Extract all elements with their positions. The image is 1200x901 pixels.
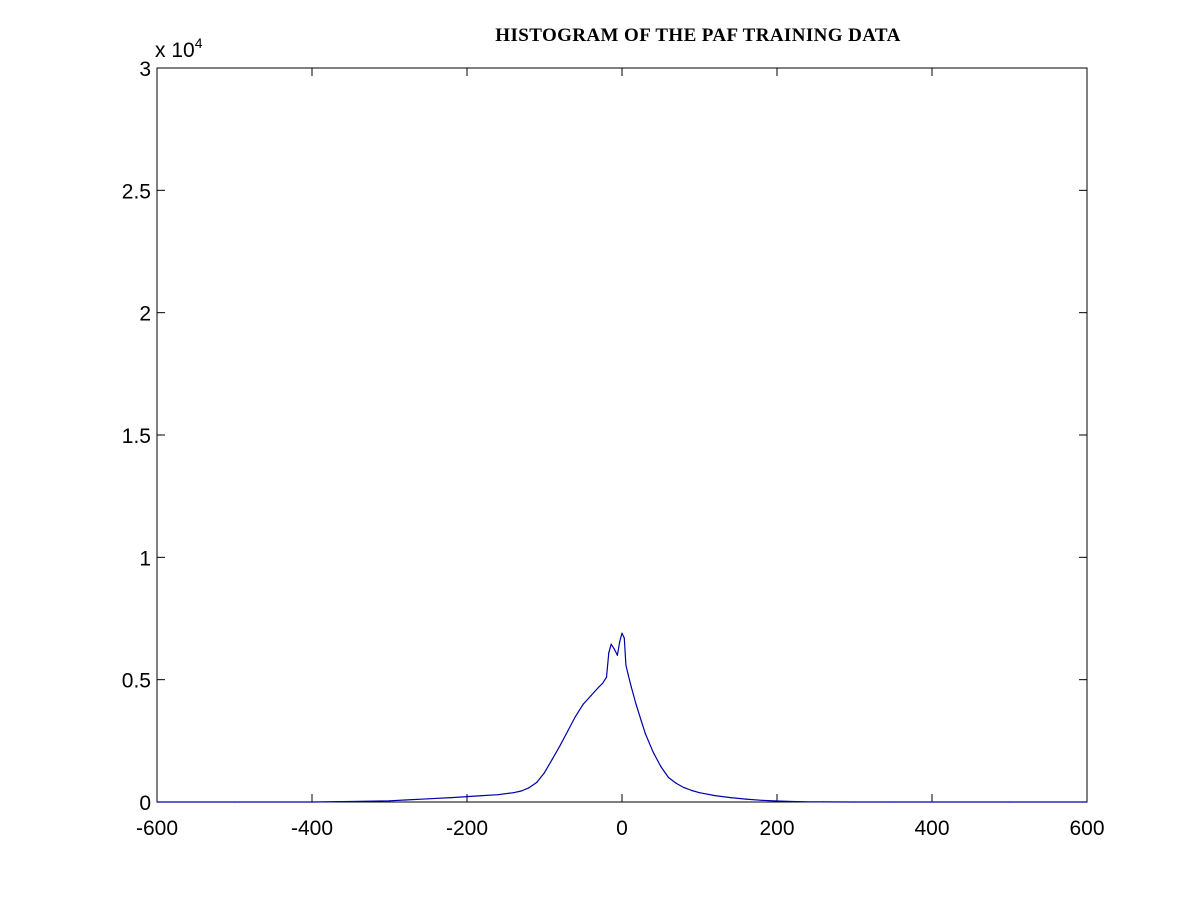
histogram-data-point	[590, 695, 592, 697]
histogram-data-point	[605, 676, 608, 678]
histogram-data-point	[536, 781, 538, 784]
histogram-data-point	[613, 648, 615, 650]
histogram-data-point	[667, 776, 670, 779]
histogram-data-point	[528, 787, 530, 789]
histogram-data-point	[602, 682, 604, 684]
histogram-data-point	[619, 641, 621, 643]
y-multiplier-base: x 10	[155, 39, 195, 62]
histogram-data-point	[691, 789, 693, 792]
histogram-series-line	[157, 632, 1087, 803]
y-tick-label: 1.5	[122, 425, 151, 448]
histogram-data-point	[582, 703, 584, 705]
histogram-data-point	[776, 800, 778, 802]
histogram-data-point	[931, 801, 933, 803]
histogram-data-point	[481, 795, 484, 797]
y-tick-label: 2.5	[122, 180, 151, 203]
histogram-data-point	[652, 751, 654, 753]
x-tick-label: -600	[136, 817, 178, 840]
histogram-data-point	[350, 800, 352, 803]
histogram-data-point	[892, 801, 894, 803]
histogram-data-point	[675, 782, 677, 785]
histogram-data-point	[388, 800, 391, 802]
histogram-data-point	[559, 745, 561, 747]
histogram-data-point	[760, 799, 763, 801]
histogram-data-point	[543, 772, 546, 774]
histogram-data-point	[698, 792, 701, 794]
histogram-data-point	[644, 732, 646, 735]
histogram-data-point	[512, 792, 515, 794]
histogram-data-point	[608, 652, 610, 654]
histogram-data-point	[450, 797, 453, 799]
x-tick-label: 200	[759, 817, 794, 840]
histogram-data-point	[616, 654, 619, 656]
histogram-data-point	[404, 799, 406, 801]
x-tick-label: -200	[446, 817, 488, 840]
y-tick-label: 0	[139, 792, 151, 815]
histogram-data-point	[497, 794, 499, 796]
series-layer	[156, 632, 1088, 803]
histogram-data-point	[660, 765, 662, 768]
histogram-data-point	[625, 664, 627, 666]
histogram-data-point	[791, 800, 794, 803]
y-tick-label: 1	[139, 547, 151, 570]
y-tick-label: 0.5	[122, 670, 151, 693]
y-multiplier-exponent: 4	[195, 35, 203, 51]
histogram-data-point	[466, 796, 468, 798]
x-tick-label: -400	[291, 817, 333, 840]
histogram-data-point	[630, 686, 632, 688]
x-tick-label: 400	[914, 817, 949, 840]
x-tick-labels: -600 -400 -200 0 200 400 600	[136, 817, 1105, 840]
histogram-data-point	[683, 787, 685, 789]
chart-title: HISTOGRAM OF THE PAF TRAINING DATA	[495, 25, 900, 46]
axis-ticks	[156, 67, 1088, 803]
histogram-data-point	[729, 797, 732, 799]
histogram-data-point	[598, 686, 600, 688]
y-tick-label: 2	[139, 303, 151, 326]
histogram-data-point	[1008, 801, 1011, 803]
histogram-data-point	[551, 758, 553, 760]
histogram-data-point	[1086, 801, 1088, 803]
histogram-data-point	[567, 730, 569, 732]
histogram-data-point	[714, 795, 716, 797]
histogram-data-point	[627, 674, 629, 676]
x-tick-label: 600	[1069, 817, 1104, 840]
histogram-data-point	[623, 637, 625, 639]
histogram-data-point	[635, 703, 637, 705]
histogram-data-point	[745, 798, 747, 800]
y-multiplier-label: x 104	[155, 35, 203, 62]
histogram-data-point	[427, 798, 429, 800]
histogram-data-point	[311, 801, 313, 803]
histogram-data-point	[520, 790, 522, 792]
histogram-data-point	[853, 801, 856, 803]
histogram-data-point	[621, 632, 623, 634]
y-tick-label: 3	[139, 58, 151, 81]
histogram-data-point	[233, 801, 236, 803]
y-tick-labels: 0 0.5 1 1.5 2 2.5 3	[122, 58, 151, 815]
histogram-data-point	[640, 720, 643, 722]
histogram-data-point	[156, 801, 158, 803]
histogram-data-point	[807, 801, 809, 803]
plot-area-frame	[156, 67, 1088, 803]
histogram-data-point	[610, 643, 612, 645]
x-tick-label: 0	[616, 817, 628, 840]
histogram-data-point	[822, 801, 825, 803]
histogram-data-point	[574, 715, 577, 718]
